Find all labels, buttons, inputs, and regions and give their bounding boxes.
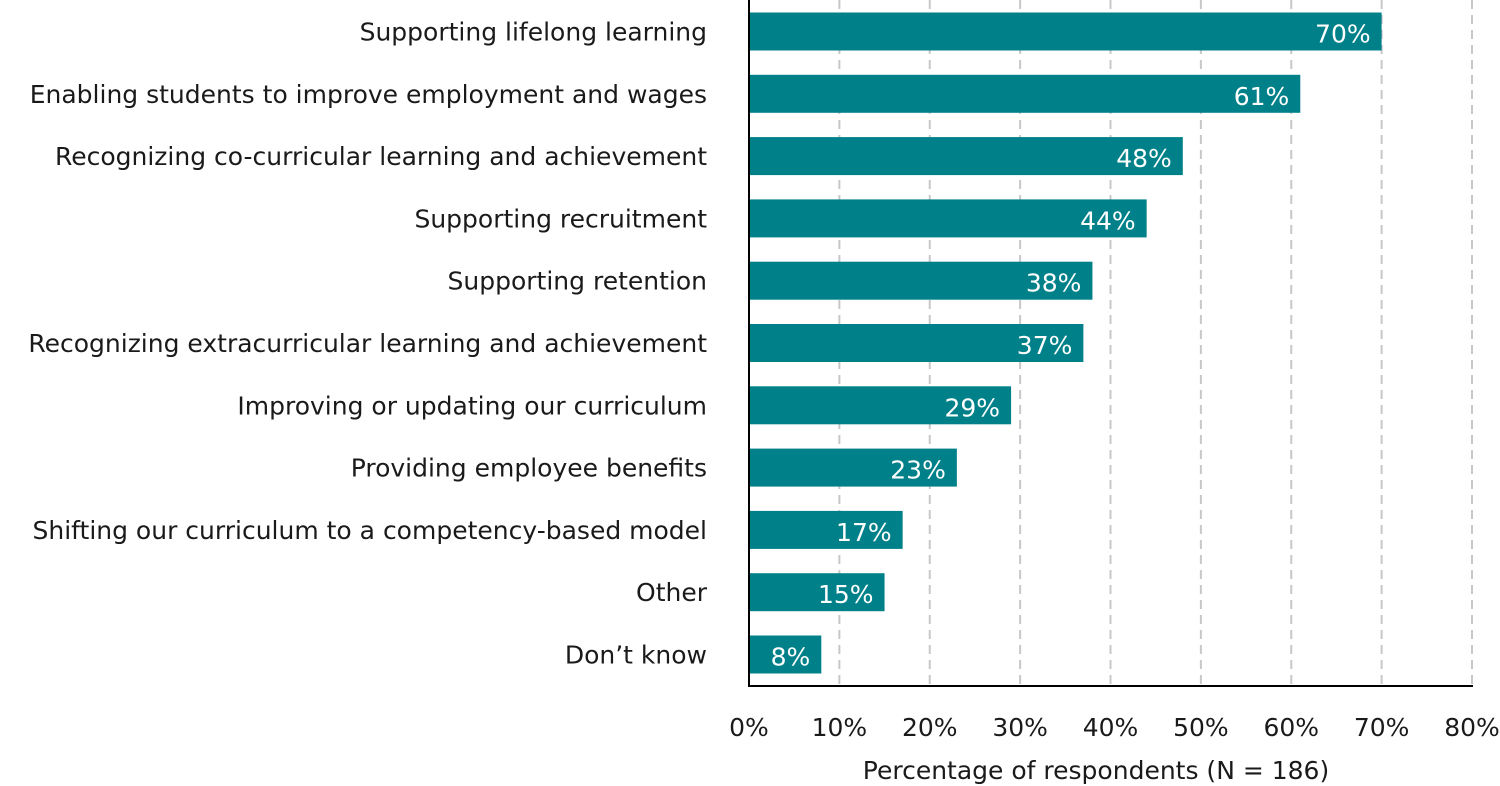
bar [749,137,1183,176]
x-tick-label: 80% [1444,713,1500,742]
data-label: 44% [1080,206,1136,235]
x-tick-label: 0% [729,713,769,742]
bar [749,74,1301,113]
bar [749,324,1084,362]
data-label: 8% [771,643,811,672]
bar [749,573,885,612]
x-tick-label: 70% [1354,713,1410,742]
bar [749,261,1093,300]
category-label: Recognizing co-curricular learning and a… [55,142,707,171]
category-label: Other [636,578,708,607]
bar [749,12,1382,51]
data-label: 29% [945,393,1001,422]
data-label: 70% [1315,20,1371,49]
bar [749,510,903,549]
x-axis-title: Percentage of respondents (N = 186) [863,756,1329,785]
data-label: 61% [1234,82,1290,111]
x-tick-label: 60% [1263,713,1319,742]
bar [749,199,1147,238]
data-label: 23% [890,456,946,485]
x-tick-labels: 0% 10% 20% 30% 40% 50% 60% 70% 80% [729,713,1500,742]
data-label: 17% [836,518,892,547]
bar [749,635,822,674]
gridlines [838,0,1473,686]
category-label: Improving or updating our curriculum [237,391,707,420]
bar [749,448,957,487]
x-axis [748,0,1473,687]
x-tick-label: 20% [902,713,958,742]
x-tick-label: 30% [992,713,1048,742]
data-label: 15% [818,580,874,609]
category-label: Shifting our curriculum to a competency-… [33,516,708,545]
category-label: Supporting retention [448,267,707,296]
category-label: Enabling students to improve employment … [30,80,707,109]
category-label: Supporting recruitment [414,204,707,233]
data-label: 48% [1116,144,1172,173]
bar [749,386,1012,425]
data-label: 37% [1017,331,1073,360]
bars [749,12,1382,674]
x-tick-label: 50% [1173,713,1229,742]
data-label: 38% [1026,269,1082,298]
category-label: Recognizing extracurricular learning and… [28,329,707,358]
category-label: Providing employee benefits [351,454,707,483]
category-label: Supporting lifelong learning [360,18,707,47]
x-tick-label: 10% [812,713,868,742]
value-labels: 70% 61% 48% 44% 38% 37% 29% 23% 17% 15% 8% [771,20,1371,672]
category-labels: Supporting lifelong learning Enabling stu… [28,18,707,670]
category-label: Don’t know [565,641,707,670]
x-tick-label: 40% [1083,713,1139,742]
